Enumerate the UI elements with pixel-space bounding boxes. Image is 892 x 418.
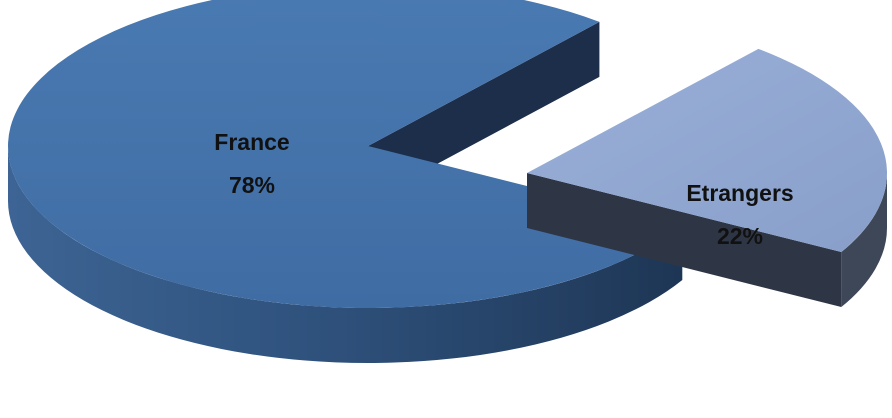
slice-france-top — [8, 0, 683, 308]
slice-etrangers-cut — [527, 173, 842, 307]
slice-etrangers-top — [527, 48, 888, 253]
slice-label-etrangers: Etrangers — [686, 180, 793, 206]
slice-france-cut — [368, 21, 600, 202]
slice-value-etrangers: 22% — [717, 223, 763, 249]
slice-value-france: 78% — [229, 172, 275, 198]
slice-etrangers-side — [841, 173, 887, 307]
slice-etrangers: Etrangers 22% — [527, 48, 888, 307]
slice-france: France 78% — [7, 0, 683, 364]
slice-label-france: France — [214, 129, 289, 155]
slice-france-side — [7, 146, 683, 364]
